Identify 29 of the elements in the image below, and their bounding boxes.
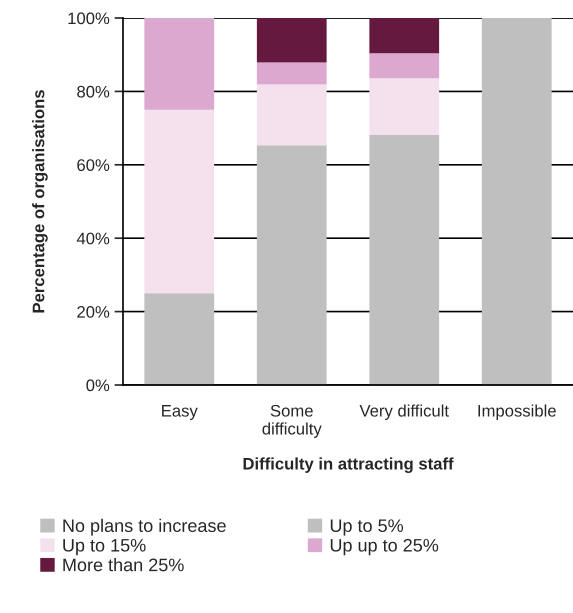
y-tick-label: 100%	[68, 12, 110, 24]
y-tick-label: 0%	[86, 379, 110, 392]
bar	[369, 53, 440, 78]
bar	[482, 18, 552, 385]
y-tick-label: 60%	[77, 159, 110, 172]
bar	[369, 134, 440, 385]
bar	[144, 110, 214, 294]
x-axis-title: Difficulty in attracting staff	[244, 457, 454, 473]
legend-label: Up to 15%	[63, 538, 146, 556]
bar	[369, 78, 440, 135]
legend-label: Up to 5%	[330, 519, 404, 536]
y-axis-title: Percentage of organisations	[32, 90, 48, 312]
x-tick-label: Some difficulty	[262, 404, 322, 438]
x-tick-label: Very difficult	[360, 404, 449, 420]
y-tick-label: 20%	[77, 306, 110, 318]
legend-label: More than 25%	[63, 558, 184, 572]
bar	[144, 293, 214, 385]
bar	[256, 62, 327, 84]
y-tick-label: 80%	[77, 86, 110, 98]
legend-label: Up up to 25%	[330, 538, 438, 556]
bar	[144, 18, 214, 110]
x-tick-label: Impossible	[478, 404, 556, 420]
bar	[256, 18, 327, 62]
y-tick-label: 40%	[76, 232, 110, 244]
bar	[256, 84, 327, 146]
x-tick-label: Easy	[162, 405, 198, 420]
legend-label: No plans to increase	[63, 518, 226, 536]
bar	[369, 18, 440, 54]
bar	[256, 145, 327, 385]
